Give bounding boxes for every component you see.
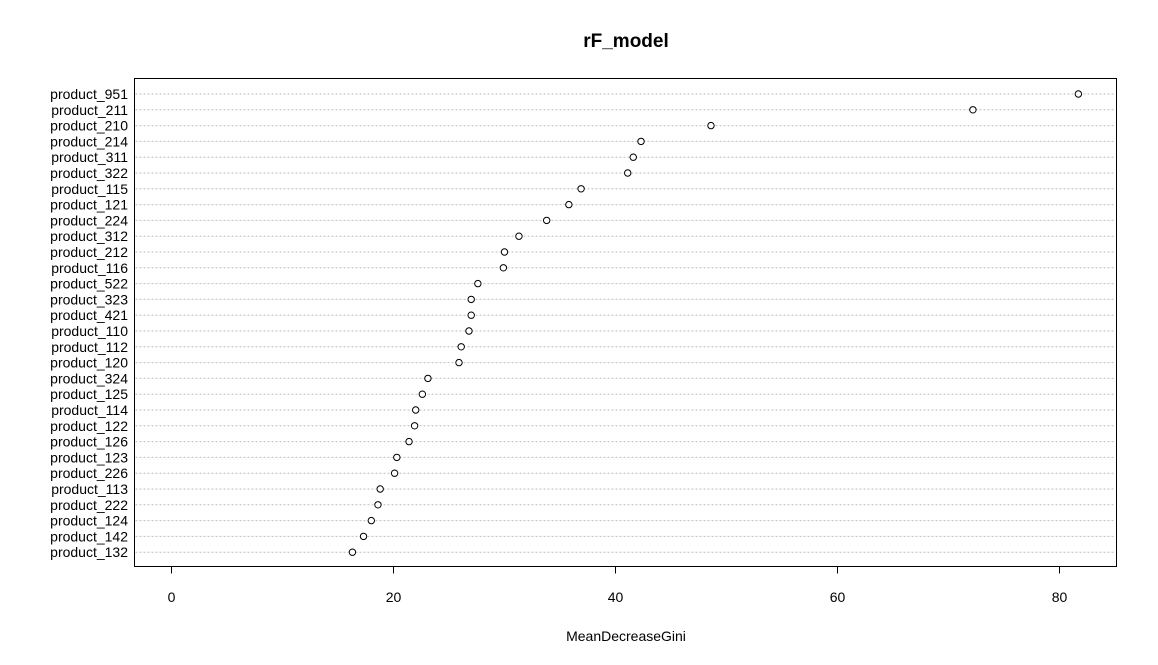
y-tick-label: product_110 <box>51 323 128 339</box>
y-tick-label: product_311 <box>51 149 128 165</box>
chart-title: rF_model <box>583 31 669 52</box>
y-tick-label: product_125 <box>50 386 128 402</box>
data-point <box>707 121 715 130</box>
data-point <box>515 232 523 240</box>
x-tick-label: 20 <box>386 589 402 605</box>
y-tick-label: product_211 <box>51 102 128 118</box>
x-axis-label: MeanDecreaseGini <box>566 628 686 644</box>
y-tick-label: product_951 <box>50 86 128 102</box>
y-tick-label: product_113 <box>51 481 128 497</box>
y-tick-label: product_114 <box>51 402 128 418</box>
data-point <box>374 501 382 509</box>
data-point <box>455 358 463 367</box>
data-point <box>624 169 632 177</box>
data-point <box>405 437 413 446</box>
y-tick-label: product_522 <box>50 276 128 292</box>
data-point <box>474 279 482 288</box>
plot-frame <box>134 78 1117 567</box>
data-point <box>410 422 419 430</box>
data-point <box>629 153 637 161</box>
data-point <box>542 216 551 225</box>
y-tick-label: product_421 <box>50 307 128 323</box>
x-tick-label: 40 <box>608 589 624 605</box>
data-point <box>348 548 357 556</box>
y-tick-label: product_132 <box>50 544 128 560</box>
y-tick-label: product_324 <box>50 370 128 386</box>
y-tick-label: product_123 <box>50 449 128 465</box>
data-point <box>367 516 375 525</box>
data-point <box>500 248 509 256</box>
y-tick-label: product_142 <box>50 528 128 544</box>
data-point <box>969 106 977 114</box>
data-point <box>1074 90 1083 98</box>
y-tick-label: product_224 <box>50 212 128 228</box>
y-tick-label: product_312 <box>50 228 128 244</box>
grid-lines <box>135 93 1116 553</box>
data-point <box>418 390 427 398</box>
data-point <box>412 406 420 414</box>
x-tick-label: 0 <box>168 589 176 605</box>
y-tick-labels: product_951product_211product_210product… <box>50 86 128 560</box>
y-tick-label: product_120 <box>50 355 128 371</box>
x-axis: 0 20 40 60 80 <box>168 566 1068 605</box>
data-point <box>467 295 475 304</box>
x-tick-label: 60 <box>830 589 846 605</box>
data-point <box>457 343 465 351</box>
y-tick-label: product_124 <box>50 513 128 529</box>
x-tick-label: 80 <box>1052 589 1068 605</box>
data-points <box>348 90 1083 556</box>
data-point <box>390 469 399 477</box>
data-point <box>637 137 645 146</box>
data-point <box>467 311 475 319</box>
data-point <box>393 453 401 462</box>
data-point <box>424 374 432 383</box>
y-tick-label: product_323 <box>50 291 128 307</box>
y-tick-label: product_214 <box>50 133 128 149</box>
y-tick-label: product_116 <box>51 260 128 276</box>
data-point <box>499 264 508 272</box>
y-tick-label: product_212 <box>50 244 128 260</box>
y-tick-label: product_122 <box>50 418 128 434</box>
data-point <box>465 327 473 335</box>
y-tick-label: product_222 <box>50 497 128 513</box>
y-tick-label: product_112 <box>51 339 128 355</box>
data-point <box>577 185 585 193</box>
y-tick-label: product_226 <box>50 465 128 481</box>
y-tick-label: product_322 <box>50 165 128 181</box>
data-point <box>376 485 384 493</box>
y-tick-label: product_121 <box>50 197 128 213</box>
data-point <box>359 532 368 541</box>
y-tick-label: product_115 <box>51 181 128 197</box>
y-tick-label: product_126 <box>50 434 128 450</box>
data-point <box>565 200 573 209</box>
y-tick-label: product_210 <box>50 118 128 134</box>
